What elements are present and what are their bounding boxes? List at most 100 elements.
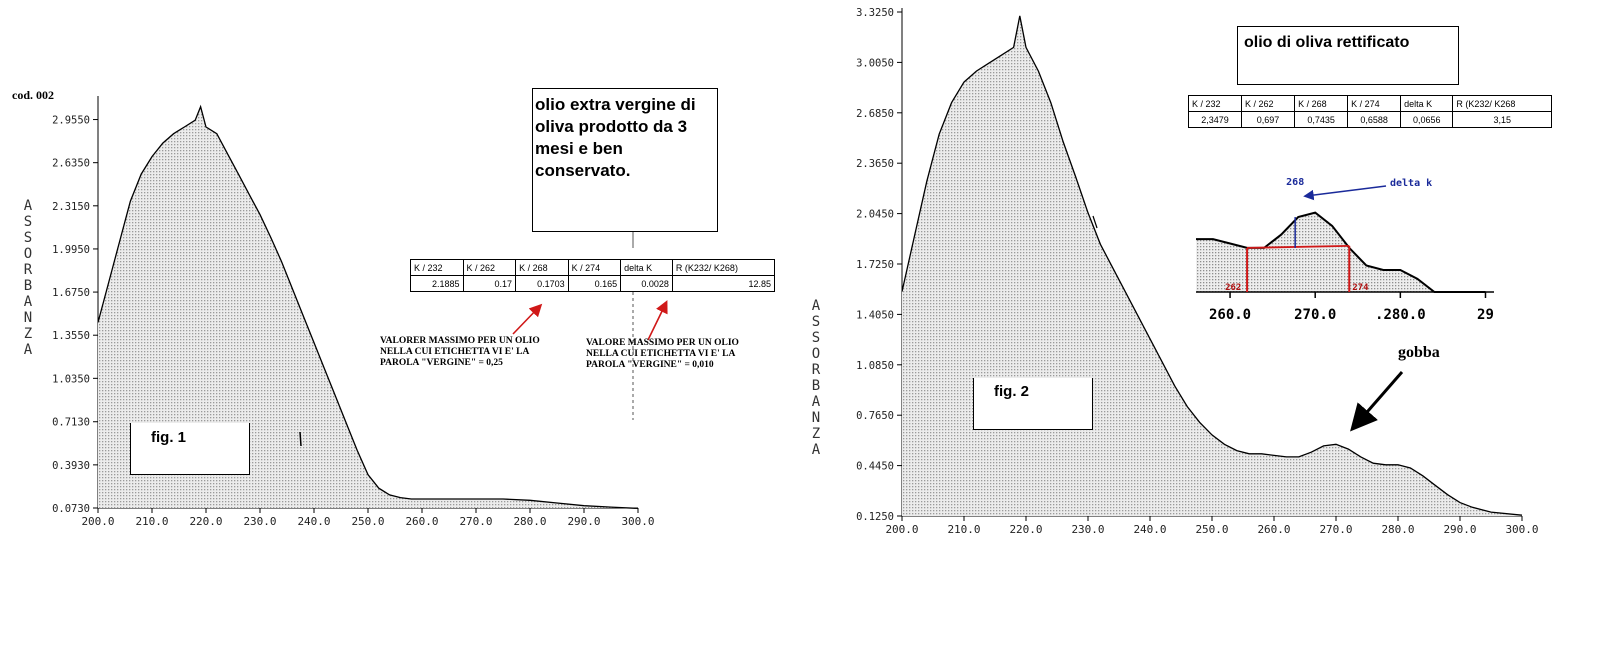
- k-table-2-value: 0,6588: [1347, 111, 1402, 128]
- k-table-2-value: 0,697: [1241, 111, 1296, 128]
- gobba-arrow: [1350, 371, 1404, 432]
- y-tick-label: 0.1250: [856, 511, 894, 523]
- k-table-2-header: K / 262: [1241, 95, 1296, 112]
- series-area: [98, 106, 638, 509]
- inset-x-tick-label: 260.0: [1209, 307, 1251, 323]
- series-line: [901, 15, 1523, 516]
- k-table-2-value: 3,15: [1452, 111, 1552, 128]
- k-table-1-header: delta K: [620, 259, 673, 276]
- y-tick-label: 0.7130: [52, 417, 90, 429]
- code-label: cod. 002: [12, 88, 54, 102]
- x-tick-label: 260.0: [1257, 523, 1290, 536]
- y-axis-title-letter: N: [812, 410, 820, 426]
- fig-1-box: fig. 1: [130, 423, 250, 475]
- y-axis-title-letter: A: [812, 394, 821, 410]
- gobba-label: gobba: [1398, 344, 1440, 361]
- y-tick-label: 0.3930: [52, 460, 90, 472]
- x-tick-label: 290.0: [567, 515, 600, 528]
- k-table-2-header-row: K / 232 K / 262 K / 268 K / 274 delta K …: [1187, 95, 1552, 112]
- y-tick-label: 2.6850: [856, 108, 894, 120]
- k-table-1-header: K / 274: [567, 259, 622, 276]
- y-axis-title-letter: R: [24, 262, 33, 278]
- marker-268-label: 268: [1286, 177, 1304, 188]
- x-tick-label: 250.0: [1195, 523, 1228, 536]
- k-table-1-value: 0.165: [567, 275, 622, 292]
- y-axis-title-letter: S: [812, 330, 820, 346]
- y-tick-label: 1.7250: [856, 259, 894, 271]
- y-axis-title-letter: A: [24, 198, 33, 214]
- inset-x-tick-label: 29: [1477, 307, 1494, 323]
- x-tick-label: 230.0: [1071, 523, 1104, 536]
- y-axis-title-letter: A: [24, 294, 33, 310]
- y-tick-label: 3.3250: [856, 7, 894, 19]
- x-tick-label: 210.0: [135, 515, 168, 528]
- k-table-2-value: 2,3479: [1187, 111, 1243, 128]
- chart-1-title: olio extra vergine di oliva prodotto da …: [535, 95, 696, 180]
- y-axis-title-letter: R: [812, 362, 821, 378]
- x-tick-label: 220.0: [1009, 523, 1042, 536]
- y-tick-label: 2.0450: [856, 209, 894, 221]
- k-table-1: K / 232 K / 262 K / 268 K / 274 delta K …: [410, 259, 776, 292]
- k-table-2-header: K / 268: [1294, 95, 1349, 112]
- series-line: [97, 104, 639, 510]
- k-table-2-header: K / 232: [1187, 95, 1243, 112]
- y-axis-title-letter: Z: [812, 426, 820, 442]
- k-table-1-value: 0.17: [462, 275, 517, 292]
- y-axis-title-letter: O: [24, 246, 32, 262]
- k-table-2-value: 0,0656: [1400, 111, 1454, 128]
- y-axis-title-letter: Z: [24, 326, 32, 342]
- x-tick-label: 270.0: [1319, 523, 1352, 536]
- k-table-2-header: delta K: [1400, 95, 1454, 112]
- y-tick-label: 1.0350: [52, 373, 90, 385]
- baseline-262-274: [1247, 245, 1350, 249]
- y-tick-label: 1.9950: [52, 244, 90, 256]
- y-tick-label: 3.0050: [856, 57, 894, 69]
- x-tick-label: 240.0: [1133, 523, 1166, 536]
- delta-k-arrow: [1303, 185, 1387, 201]
- chart-1: 0.0730 0.3930 0.7130 1.0350 1.3550 1.6750 1.99…: [24, 96, 668, 528]
- y-tick-label: 1.6750: [52, 287, 90, 299]
- x-tick-label: 200.0: [885, 523, 918, 536]
- x-tick-label: 300.0: [1505, 523, 1538, 536]
- arrow-delta-k: [647, 300, 668, 341]
- fig-1-label: fig. 1: [151, 429, 187, 446]
- k-table-1-value-row: 2.1885 0.17 0.1703 0.165 0.0028 12.85: [410, 275, 776, 292]
- y-axis-title-letter: A: [24, 342, 33, 358]
- k-table-2: K / 232 K / 262 K / 268 K / 274 delta K …: [1187, 95, 1552, 128]
- y-axis-title-letter: S: [24, 230, 32, 246]
- k-table-2-value: 0,7435: [1294, 111, 1349, 128]
- y-axis-title-letter: S: [812, 314, 820, 330]
- figure-1: cod. 002 0.0730 0.3930 0.7130 1.0350 1.3550 1…: [0, 0, 790, 654]
- scan-mark: [1092, 215, 1098, 229]
- x-tick-label: 260.0: [405, 515, 438, 528]
- scan-mark: [299, 431, 302, 447]
- x-tick-label: 220.0: [189, 515, 222, 528]
- chart-2-title: olio di oliva rettificato: [1244, 34, 1410, 51]
- y-tick-label: 2.6350: [52, 158, 90, 170]
- fig-2-label: fig. 2: [994, 383, 1030, 400]
- inset-area: [1196, 212, 1486, 292]
- inset-x-tick-label: 270.0: [1294, 307, 1336, 323]
- k-table-1-value: 0.0028: [620, 275, 673, 292]
- y-axis-title-letter: A: [812, 298, 821, 314]
- note-delta-k: VALORE MASSIMO PER UN OLIO NELLA CUI ETI…: [586, 338, 739, 370]
- x-tick-label: 210.0: [947, 523, 980, 536]
- x-tick-label: 300.0: [621, 515, 654, 528]
- y-tick-label: 0.0730: [52, 503, 90, 515]
- y-axis-title-letter: B: [24, 278, 32, 294]
- x-tick-label: 200.0: [81, 515, 114, 528]
- chart-2: 0.1250 0.4450 0.7650 1.0850 1.4050 1.7250 2.04…: [812, 7, 1539, 536]
- fig-2-box: fig. 2: [973, 378, 1093, 430]
- x-tick-label: 240.0: [297, 515, 330, 528]
- x-tick-label: 290.0: [1443, 523, 1476, 536]
- k-table-1-header: K / 268: [515, 259, 569, 276]
- y-tick-label: 2.3150: [52, 201, 90, 213]
- y-tick-label: 1.0850: [856, 360, 894, 372]
- x-tick-label: 270.0: [459, 515, 492, 528]
- k-table-2-header: K / 274: [1347, 95, 1402, 112]
- y-tick-label: 2.3650: [856, 158, 894, 170]
- k-table-2-header: R (K232/ K268: [1452, 95, 1552, 112]
- delta-k-label: delta k: [1390, 178, 1432, 189]
- k-table-1-value: 0.1703: [515, 275, 569, 292]
- k-table-1-header: K / 232: [410, 259, 464, 276]
